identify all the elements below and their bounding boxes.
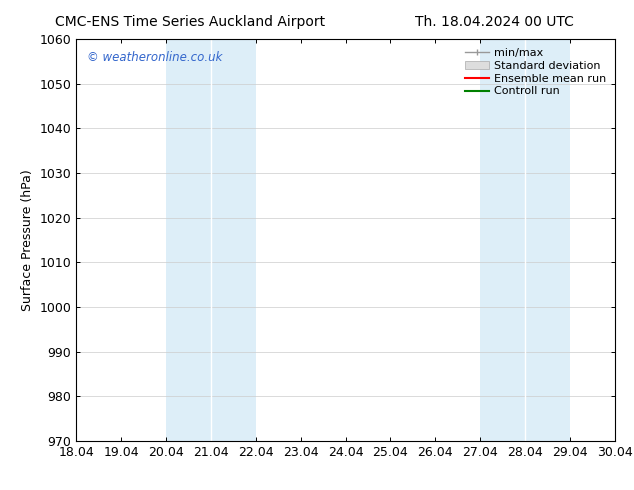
Text: © weatheronline.co.uk: © weatheronline.co.uk [87, 51, 223, 64]
Text: CMC-ENS Time Series Auckland Airport: CMC-ENS Time Series Auckland Airport [55, 15, 325, 29]
Y-axis label: Surface Pressure (hPa): Surface Pressure (hPa) [21, 169, 34, 311]
Legend: min/max, Standard deviation, Ensemble mean run, Controll run: min/max, Standard deviation, Ensemble me… [462, 45, 609, 100]
Bar [481, 39, 570, 441]
Text: Th. 18.04.2024 00 UTC: Th. 18.04.2024 00 UTC [415, 15, 574, 29]
Bar [166, 39, 256, 441]
